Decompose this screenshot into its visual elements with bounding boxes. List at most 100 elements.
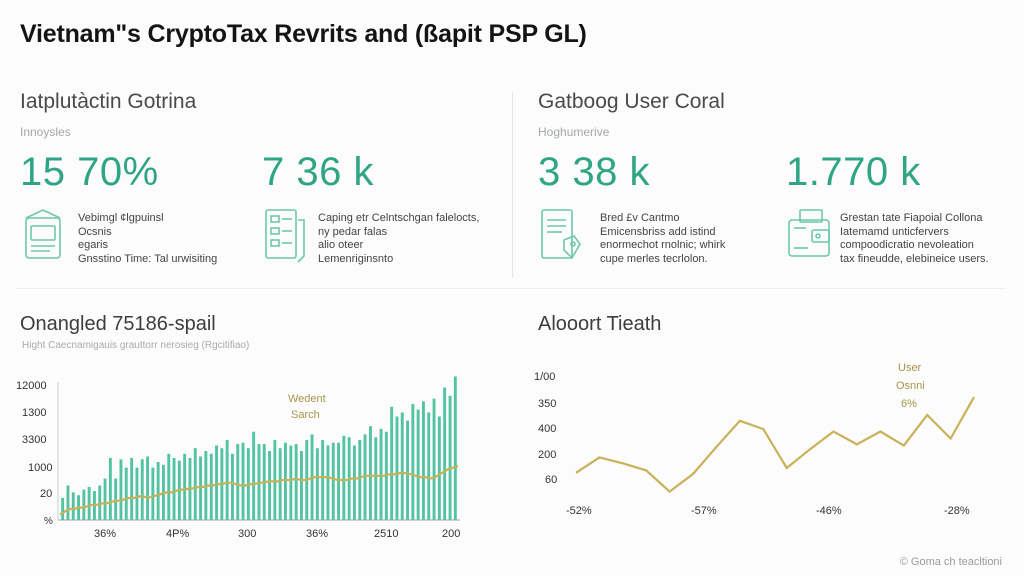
section-divider [16,288,1006,289]
bar [432,398,436,520]
x-tick-label: 36% [306,528,328,540]
metric-description: Bred £v Cantmo Emicensbriss add istind e… [600,212,726,265]
bar [268,451,271,520]
bar [278,448,282,520]
bar [273,440,277,520]
bar [71,492,75,520]
bar [209,453,213,520]
x-tick-label: -46% [816,505,842,517]
bar [331,442,335,520]
trend-line [59,465,459,516]
panel-divider [512,92,513,278]
bar [172,457,176,520]
bar [103,478,107,520]
x-tick-label: -57% [691,505,717,517]
chart-annotation: User [898,362,922,374]
bar [400,412,404,520]
bar [416,409,420,520]
page-title: Vietnam"s CryptoTax Revrits and (ßapit P… [20,20,587,48]
x-tick-label: 2510 [374,528,398,540]
x-tick-label: 200 [442,528,460,540]
bar [353,445,356,520]
y-tick-label: 60 [545,474,557,486]
bar [151,467,155,520]
y-tick-label: 350 [538,398,556,410]
bar [315,448,319,520]
y-tick-label: 12000 [16,380,47,392]
bar [114,478,118,520]
panel-subheading-right: Hoghumerive [538,125,610,139]
y-tick-label: % [44,516,53,527]
y-tick-label: 1/00 [534,371,555,383]
bar [443,387,447,520]
bar [437,416,441,520]
y-tick-label: 1000 [28,462,52,474]
x-tick-label: 4P% [166,528,189,540]
bar [411,404,415,520]
bar [453,376,457,520]
bar [422,401,425,520]
x-tick-label: 300 [238,528,256,540]
bar [135,467,139,520]
x-tick-label: 36% [94,528,116,540]
bar [146,456,149,520]
bar [379,428,383,520]
bar [231,453,234,520]
bar [358,440,362,520]
document-tag-icon [541,209,581,260]
trend-line [575,396,975,494]
bar [326,445,330,520]
bar-line-chart: 12000 1300 3300 1000 20 % 36% 4P% 300 36… [16,376,460,540]
y-tick-label: 20 [40,488,52,500]
bar [183,453,187,520]
checklist-document-icon [265,209,305,263]
bar [124,467,128,520]
bar [225,440,229,520]
bar [140,459,144,520]
bar [448,395,452,520]
metric-value: 3 38 k [538,150,650,194]
metric-value: 15 70% [20,150,159,194]
metric-description: Grestan tate Fiapoial Collona Iatemamd u… [840,212,989,265]
bar [87,486,91,520]
chart-annotation: 6% [901,398,917,410]
bar [427,412,431,520]
footer-credit: © Goma ch teacltioni [899,556,1002,568]
chart-annotation: Sarch [291,409,320,421]
bar [241,442,245,520]
wallet-icon [788,209,830,257]
bar [236,444,240,520]
bar [61,497,65,520]
bar [374,437,378,520]
y-tick-label: 400 [538,423,556,435]
bar [130,457,134,520]
bar [82,489,86,520]
bar [119,459,123,520]
building-document-icon [25,209,61,259]
metric-value: 7 36 k [262,150,374,194]
metric-description: Caping etr Celntschgan falelocts, ny ped… [318,212,480,265]
bar [300,451,303,520]
bar [342,435,346,520]
y-tick-label: 200 [538,449,556,461]
chart-title-left: Onangled 75186-spail [20,313,216,335]
panel-heading-left: Iatplutàctin Gotrina [20,90,197,113]
chart-annotation: Wedent [288,393,326,405]
line-chart: 1/00 350 400 200 60 -52% -57% -46% -28% … [534,362,975,517]
panel-heading-right: Gatboog User Coral [538,90,725,113]
chart-title-right: Alooort Tieath [538,313,662,335]
x-tick-label: -28% [944,505,970,517]
bar [395,416,399,520]
bar [284,442,287,520]
bar [108,457,112,520]
bar [337,442,340,520]
bar [406,420,409,520]
chart-annotation: Osnni [896,380,925,392]
metric-value: 1.770 k [786,150,921,194]
bar [369,426,372,520]
bar [199,456,202,520]
bar [156,462,160,520]
metric-description: Vebimgl ¢lgpuinsl Ocsnis egaris Gnsstino… [78,212,218,265]
bar [66,485,70,520]
y-tick-label: 1300 [22,407,46,419]
